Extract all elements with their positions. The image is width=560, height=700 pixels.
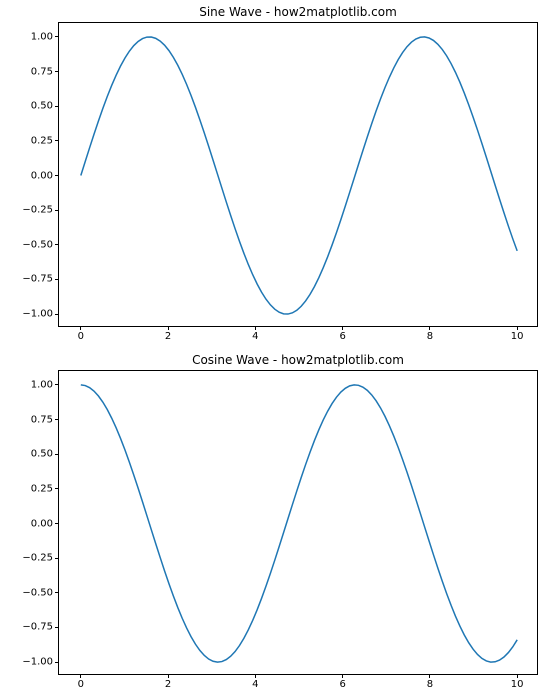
- xtick-mark: [80, 326, 81, 330]
- ytick-mark: [55, 662, 59, 663]
- ytick-label: −0.75: [22, 622, 53, 633]
- ytick-label: −1.00: [22, 309, 53, 320]
- ytick-mark: [55, 36, 59, 37]
- ytick-label: 0.50: [31, 101, 53, 112]
- ytick-label: 0.25: [31, 483, 53, 494]
- ytick-mark: [55, 627, 59, 628]
- ytick-label: −0.50: [22, 239, 53, 250]
- xtick-mark: [255, 326, 256, 330]
- chart-title: Cosine Wave - how2matplotlib.com: [58, 353, 538, 367]
- xtick-mark: [342, 674, 343, 678]
- xtick-mark: [517, 326, 518, 330]
- ytick-mark: [55, 558, 59, 559]
- xtick-label: 0: [78, 331, 84, 342]
- chart-title: Sine Wave - how2matplotlib.com: [58, 5, 538, 19]
- plot-area-cosine: −1.00−0.75−0.50−0.250.000.250.500.751.00…: [58, 370, 538, 675]
- ytick-mark: [55, 592, 59, 593]
- xtick-label: 6: [339, 331, 345, 342]
- ytick-label: −0.50: [22, 587, 53, 598]
- ytick-label: 0.25: [31, 135, 53, 146]
- ytick-mark: [55, 314, 59, 315]
- ytick-mark: [55, 454, 59, 455]
- xtick-label: 4: [252, 679, 258, 690]
- xtick-label: 10: [511, 679, 524, 690]
- ytick-mark: [55, 488, 59, 489]
- ytick-mark: [55, 106, 59, 107]
- ytick-label: 0.00: [31, 518, 53, 529]
- ytick-mark: [55, 419, 59, 420]
- subplot-cosine: Cosine Wave - how2matplotlib.com −1.00−0…: [58, 370, 538, 675]
- subplot-sine: Sine Wave - how2matplotlib.com −1.00−0.7…: [58, 22, 538, 327]
- sine-path: [81, 37, 517, 314]
- ytick-mark: [55, 384, 59, 385]
- xtick-label: 6: [339, 679, 345, 690]
- ytick-label: 0.75: [31, 414, 53, 425]
- xtick-label: 8: [427, 679, 433, 690]
- xtick-mark: [517, 674, 518, 678]
- ytick-mark: [55, 140, 59, 141]
- ytick-mark: [55, 210, 59, 211]
- xtick-mark: [168, 326, 169, 330]
- xtick-mark: [168, 674, 169, 678]
- xtick-mark: [342, 326, 343, 330]
- sine-line: [59, 23, 539, 328]
- ytick-label: 0.50: [31, 449, 53, 460]
- ytick-label: 1.00: [31, 379, 53, 390]
- ytick-label: 1.00: [31, 31, 53, 42]
- ytick-mark: [55, 279, 59, 280]
- plot-area-sine: −1.00−0.75−0.50−0.250.000.250.500.751.00…: [58, 22, 538, 327]
- ytick-label: 0.75: [31, 66, 53, 77]
- ytick-mark: [55, 71, 59, 72]
- ytick-mark: [55, 244, 59, 245]
- ytick-mark: [55, 175, 59, 176]
- xtick-label: 0: [78, 679, 84, 690]
- figure: Sine Wave - how2matplotlib.com −1.00−0.7…: [0, 0, 560, 700]
- cosine-line: [59, 371, 539, 676]
- xtick-mark: [255, 674, 256, 678]
- ytick-label: −0.75: [22, 274, 53, 285]
- ytick-label: 0.00: [31, 170, 53, 181]
- ytick-label: −0.25: [22, 205, 53, 216]
- ytick-label: −0.25: [22, 553, 53, 564]
- xtick-label: 2: [165, 679, 171, 690]
- xtick-label: 2: [165, 331, 171, 342]
- xtick-label: 10: [511, 331, 524, 342]
- ytick-mark: [55, 523, 59, 524]
- ytick-label: −1.00: [22, 657, 53, 668]
- xtick-mark: [429, 326, 430, 330]
- cosine-path: [81, 385, 517, 662]
- xtick-mark: [80, 674, 81, 678]
- xtick-label: 4: [252, 331, 258, 342]
- xtick-label: 8: [427, 331, 433, 342]
- xtick-mark: [429, 674, 430, 678]
